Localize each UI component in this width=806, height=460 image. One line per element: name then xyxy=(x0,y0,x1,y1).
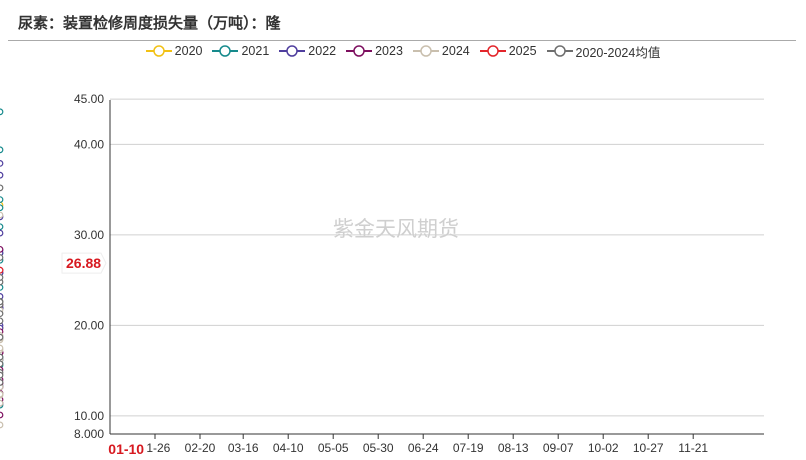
data-point xyxy=(0,293,4,300)
legend-label: 2020-2024均值 xyxy=(575,45,661,60)
data-point xyxy=(0,274,4,281)
data-point xyxy=(0,196,4,204)
x-tick-label: 03-16 xyxy=(228,441,259,455)
data-point xyxy=(0,171,4,179)
legend-line-circle-icon xyxy=(479,45,506,57)
data-point xyxy=(0,245,4,253)
x-tick-label: 08-13 xyxy=(498,441,529,455)
legend-line-circle-icon xyxy=(412,45,439,57)
chart-title: 尿素：装置检修周度损失量（万吨）：隆 xyxy=(18,14,281,32)
y-pointer-box xyxy=(61,252,107,274)
legend-label: 2024 xyxy=(441,44,470,58)
data-point xyxy=(0,146,4,154)
data-point xyxy=(0,184,4,192)
legend-line-circle-icon xyxy=(145,45,172,57)
data-point xyxy=(0,371,4,379)
legend-line-circle-icon xyxy=(279,45,306,57)
x-tick-label: 04-10 xyxy=(273,441,304,455)
x-pointer-label: 01-10 xyxy=(108,441,144,457)
y-tick-label: 40.00 xyxy=(74,137,104,151)
data-point xyxy=(0,310,4,318)
legend-item-2023[interactable]: 2023 xyxy=(346,42,403,60)
data-point xyxy=(0,211,4,219)
data-point xyxy=(0,283,4,291)
legend-item-2022[interactable]: 2022 xyxy=(279,42,336,60)
legend-line-circle-icon xyxy=(212,45,239,57)
legend: 2020 2021 2022 2023 2024 2025 2020-2024均值 xyxy=(0,42,806,60)
data-point xyxy=(0,223,4,231)
legend-item-2020-2024均值[interactable]: 2020-2024均值 xyxy=(546,42,661,60)
legend-item-2021[interactable]: 2021 xyxy=(212,42,269,60)
legend-line-circle-icon xyxy=(546,45,573,57)
data-point xyxy=(0,254,4,261)
data-point xyxy=(0,229,4,237)
y-tick-label: 8.000 xyxy=(74,427,104,441)
data-point xyxy=(0,108,4,116)
legend-label: 2022 xyxy=(308,44,337,58)
legend-line-circle-icon xyxy=(346,45,373,57)
y-tick-label: 20.00 xyxy=(74,318,104,332)
data-point xyxy=(0,390,4,398)
x-tick-label: 06-24 xyxy=(408,441,439,455)
data-point xyxy=(0,333,4,341)
data-point xyxy=(0,411,4,419)
legend-item-2025[interactable]: 2025 xyxy=(479,42,537,60)
x-pointer-box xyxy=(104,439,147,459)
data-point xyxy=(0,421,4,429)
data-point xyxy=(0,266,4,274)
legend-label: 2020 xyxy=(174,44,203,58)
legend-label: 2021 xyxy=(241,44,270,58)
x-tick-label: 02-20 xyxy=(185,441,216,455)
data-point xyxy=(0,298,4,306)
title-divider xyxy=(8,40,796,41)
y-tick-label: 30.00 xyxy=(74,228,104,242)
data-point xyxy=(0,360,4,368)
data-point xyxy=(0,317,4,325)
data-point xyxy=(0,399,4,407)
x-tick-label: 07-19 xyxy=(453,441,484,455)
data-point xyxy=(0,344,4,352)
data-point xyxy=(0,379,4,386)
x-tick-label: 05-30 xyxy=(363,441,394,455)
y-tick-label: 45.00 xyxy=(74,92,104,106)
legend-label: 2023 xyxy=(375,44,403,58)
x-tick-label: 01-26 xyxy=(140,441,171,455)
y-pointer-label: 26.88 xyxy=(66,255,101,271)
legend-item-2024[interactable]: 2024 xyxy=(412,42,470,60)
data-point xyxy=(0,160,4,167)
data-point xyxy=(0,353,4,361)
legend-item-2020[interactable]: 2020 xyxy=(145,42,203,60)
x-tick-label: 10-27 xyxy=(633,441,664,455)
x-tick-label: 09-07 xyxy=(543,441,574,455)
x-tick-label: 05-05 xyxy=(318,441,349,455)
x-tick-label: 11-21 xyxy=(678,441,708,455)
watermark: 紫金天风期货 xyxy=(333,218,459,241)
x-tick-label: 10-02 xyxy=(588,441,619,455)
legend-label: 2025 xyxy=(508,44,537,58)
y-tick-label: 10.00 xyxy=(74,409,104,423)
data-point xyxy=(0,204,4,212)
